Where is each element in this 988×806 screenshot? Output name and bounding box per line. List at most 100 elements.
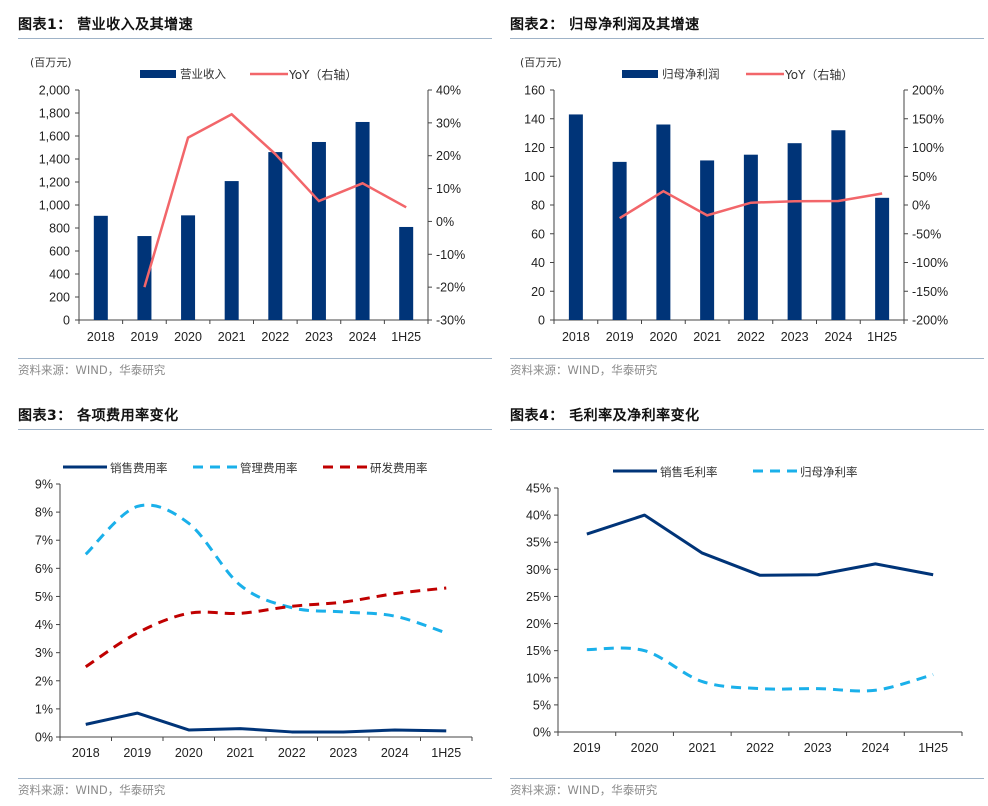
chart3-y-tick-label: 8% <box>35 506 53 520</box>
chart3-x-tick-label: 2020 <box>175 746 203 760</box>
chart2-legend-bar-label: 归母净利润 <box>662 67 720 81</box>
chart1-x-tick-label: 2022 <box>261 330 289 344</box>
chart2-bar-2024 <box>831 130 846 320</box>
panel-chart3: 图表3： 各项费用率变化 销售费用率 管理费用率 研发费用率 0% 1% 2% 3% 4% 5%… <box>18 403 492 803</box>
chart1-left-tick-label: 0 <box>63 314 70 328</box>
chart4-x-tick-label: 1H25 <box>918 741 948 755</box>
chart3-x-tick-label: 2022 <box>278 746 306 760</box>
chart3-y-tick-label: 2% <box>35 674 53 688</box>
chart4-legend-label-1: 归母净利率 <box>800 465 858 479</box>
chart2-source: 资料来源：WIND，华泰研究 <box>510 358 984 378</box>
chart3-y-tick-label: 4% <box>35 618 53 632</box>
chart2-right-tick-label: 100% <box>912 141 944 155</box>
chart3-y-tick-label: 3% <box>35 646 53 660</box>
chart1-x-tick-label: 1H25 <box>391 330 421 344</box>
chart2-x-tick-label: 2023 <box>781 330 809 344</box>
chart2-title: 图表2： 归母净利润及其增速 <box>510 12 984 39</box>
chart1-bar-2018 <box>93 215 108 320</box>
chart4-series-line-0 <box>586 513 934 577</box>
chart1-right-tick-label: 10% <box>436 182 461 196</box>
chart4-x-tick-label: 2022 <box>746 741 774 755</box>
chart1-bar-1H25 <box>399 226 414 320</box>
panel-chart2: 图表2： 归母净利润及其增速 (百万元) 归母净利润 YoY（右轴） 0 20 40 60 8… <box>510 12 984 382</box>
chart4-source: 资料来源：WIND，华泰研究 <box>510 778 984 798</box>
chart1-right-tick-label: -10% <box>436 248 465 262</box>
chart2-x-tick-label: 2022 <box>737 330 765 344</box>
chart3-svg: 销售费用率 管理费用率 研发费用率 0% 1% 2% 3% 4% 5% 6% 7% 8% 9% 2018 2… <box>35 461 473 760</box>
panel-chart4: 图表4： 毛利率及净利率变化 销售毛利率 归母净利率 0% 5% 10% 15% 20% 25… <box>510 403 984 803</box>
chart3-legend-label-2: 研发费用率 <box>370 461 428 475</box>
chart3-y-tick-label: 9% <box>35 478 53 492</box>
chart1-left-tick-label: 1,000 <box>39 199 70 213</box>
chart2-x-tick-label: 2019 <box>606 330 634 344</box>
chart2-right-tick-label: 0% <box>912 199 930 213</box>
chart3-x-tick-label: 2018 <box>72 746 100 760</box>
chart3-y-tick-label: 1% <box>35 702 53 716</box>
chart1-x-tick-label: 2018 <box>87 330 115 344</box>
chart2-bar-2021 <box>700 160 715 320</box>
chart4-legend-label-0: 销售毛利率 <box>660 465 718 479</box>
chart2-left-tick-label: 80 <box>531 199 545 213</box>
chart4-svg: 销售毛利率 归母净利率 0% 5% 10% 15% 20% 25% 30% 35% 40% 45% 20… <box>526 465 963 755</box>
chart1-right-tick-label: 40% <box>436 84 461 98</box>
chart3-y-tick-label: 5% <box>35 590 53 604</box>
chart1-left-tick-label: 2,000 <box>39 84 70 98</box>
chart4-y-tick-label: 5% <box>533 698 551 712</box>
chart1-legend-bar-label: 营业收入 <box>180 67 226 81</box>
chart4-y-tick-label: 45% <box>526 482 551 496</box>
chart1-left-tick-label: 200 <box>49 291 70 305</box>
chart1-legend-bar-swatch <box>140 70 176 78</box>
chart1-x-tick-label: 2020 <box>174 330 202 344</box>
chart3-series-line-2 <box>84 586 447 668</box>
chart2-left-tick-label: 140 <box>524 112 545 126</box>
chart2-bar-2023 <box>787 143 802 320</box>
chart2-right-tick-label: -150% <box>912 285 948 299</box>
chart4-y-tick-label: 25% <box>526 590 551 604</box>
chart4-y-tick-label: 10% <box>526 671 551 685</box>
chart4-x-tick-label: 2021 <box>688 741 716 755</box>
chart3-y-tick-label: 7% <box>35 534 53 548</box>
chart2-legend-bar-swatch <box>622 70 658 78</box>
chart3-x-tick-label: 2019 <box>123 746 151 760</box>
chart1-x-tick-label: 2023 <box>305 330 333 344</box>
chart1-x-tick-label: 2019 <box>131 330 159 344</box>
chart2-bar-2018 <box>568 114 583 320</box>
chart3-y-tick-label: 6% <box>35 562 53 576</box>
chart2-x-tick-label: 2021 <box>693 330 721 344</box>
chart1-source: 资料来源：WIND，华泰研究 <box>18 358 492 378</box>
chart2-bar-2022 <box>743 154 758 320</box>
chart4-title: 图表4： 毛利率及净利率变化 <box>510 403 984 430</box>
chart2-unit-label: (百万元) <box>520 56 562 69</box>
chart1-left-tick-label: 1,800 <box>39 107 70 121</box>
chart1-left-tick-label: 1,200 <box>39 176 70 190</box>
chart4-y-tick-label: 20% <box>526 617 551 631</box>
chart3-legend-label-0: 销售费用率 <box>110 461 168 475</box>
chart2-x-tick-label: 2020 <box>649 330 677 344</box>
chart3-series-line-1 <box>84 503 447 635</box>
chart2-left-tick-label: 100 <box>524 170 545 184</box>
chart4-y-tick-label: 0% <box>533 726 551 740</box>
chart4-x-tick-label: 2020 <box>631 741 659 755</box>
chart1-svg: (百万元) 营业收入 YoY（右轴） 0 200 400 600 800 1,000 1,200 1… <box>30 56 465 344</box>
chart3-legend-label-1: 管理费用率 <box>240 461 298 475</box>
chart1-left-tick-label: 1,600 <box>39 130 70 144</box>
chart2-svg: (百万元) 归母净利润 YoY（右轴） 0 20 40 60 80 100 120 140 160 -2… <box>520 56 948 344</box>
chart4-y-tick-label: 15% <box>526 644 551 658</box>
chart1-unit-label: (百万元) <box>30 56 72 69</box>
chart1-right-tick-label: -20% <box>436 281 465 295</box>
chart2-left-tick-label: 40 <box>531 256 545 270</box>
chart2-bar-2020 <box>656 124 671 320</box>
chart2-left-tick-label: 60 <box>531 227 545 241</box>
chart3-title: 图表3： 各项费用率变化 <box>18 403 492 430</box>
chart1-x-tick-label: 2024 <box>349 330 377 344</box>
chart3-x-tick-label: 2021 <box>226 746 254 760</box>
chart1-right-tick-label: 20% <box>436 149 461 163</box>
chart2-x-tick-label: 2024 <box>824 330 852 344</box>
chart3-x-tick-label: 1H25 <box>431 746 461 760</box>
chart1-bar-2024 <box>355 121 370 320</box>
chart2-x-tick-label: 2018 <box>562 330 590 344</box>
chart1-x-tick-label: 2021 <box>218 330 246 344</box>
chart2-bar-1H25 <box>875 197 890 320</box>
chart3-x-tick-label: 2024 <box>381 746 409 760</box>
chart4-x-tick-label: 2019 <box>573 741 601 755</box>
